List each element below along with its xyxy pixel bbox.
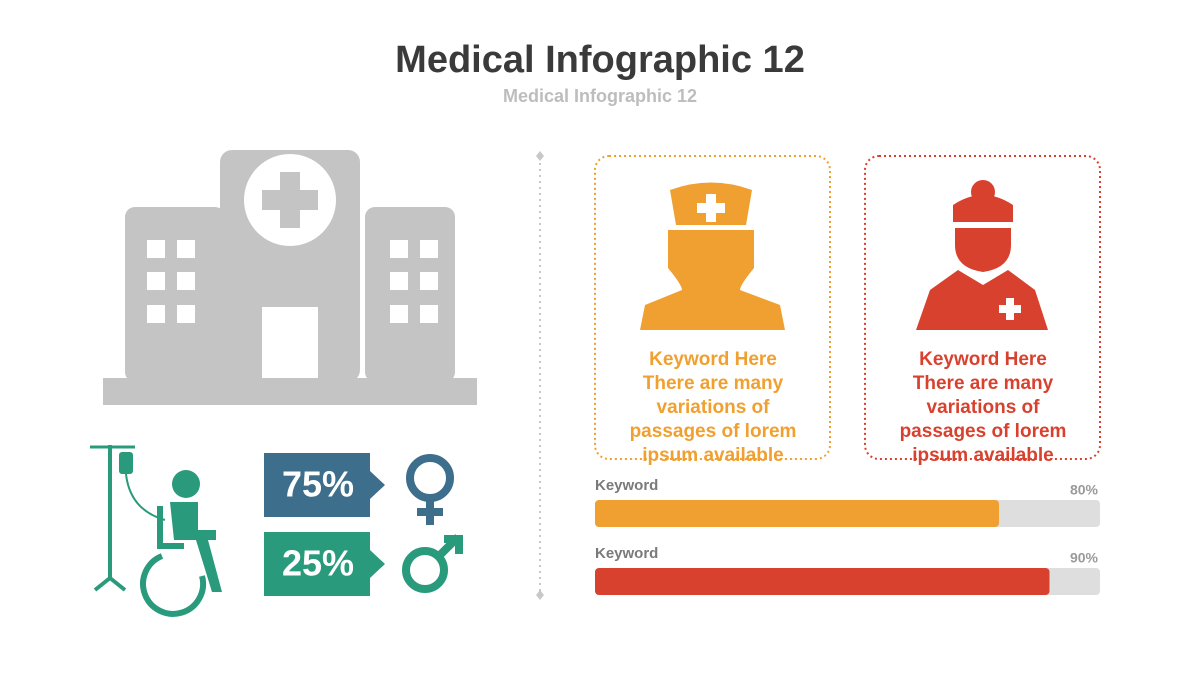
stat-box [264, 532, 385, 596]
progress-bars: Keyword 80% Keyword 90% [595, 477, 1100, 595]
bar-value-label: 90% [1070, 550, 1099, 566]
bar-fill [595, 568, 1050, 595]
card-heading: Keyword Here [649, 349, 777, 370]
divider [536, 151, 544, 600]
stat-label: 75% [282, 464, 354, 505]
cards: Keyword Here There are many variations of p… [594, 155, 1101, 466]
bar-label: Keyword [595, 545, 658, 562]
bar-label: Keyword [595, 477, 658, 494]
stat-box [264, 453, 385, 517]
card-body: variations of [657, 397, 771, 418]
bar-value-label: 80% [1070, 482, 1099, 498]
card-border [864, 155, 1101, 460]
subtitle: Medical Infographic 12 [503, 86, 697, 106]
card-border [594, 155, 831, 460]
female-icon [406, 454, 454, 525]
hospital-icon [103, 150, 477, 405]
stat-label: 25% [282, 543, 354, 584]
card-body: variations of [927, 397, 1041, 418]
card-body: passages of lorem [900, 421, 1067, 442]
card-body: ipsum available [642, 445, 784, 466]
card-body: ipsum available [912, 445, 1054, 466]
card-body: There are many [913, 373, 1054, 394]
patient-icon [90, 445, 222, 617]
doctor-icon [916, 180, 1048, 330]
male-icon [402, 534, 463, 593]
card-body: passages of lorem [630, 421, 797, 442]
card-body: There are many [643, 373, 784, 394]
stats: 75% 25% [264, 453, 385, 596]
bar-fill [595, 500, 999, 527]
title: Medical Infographic 12 [395, 39, 805, 81]
card-heading: Keyword Here [919, 349, 1047, 370]
nurse-icon [640, 182, 785, 330]
